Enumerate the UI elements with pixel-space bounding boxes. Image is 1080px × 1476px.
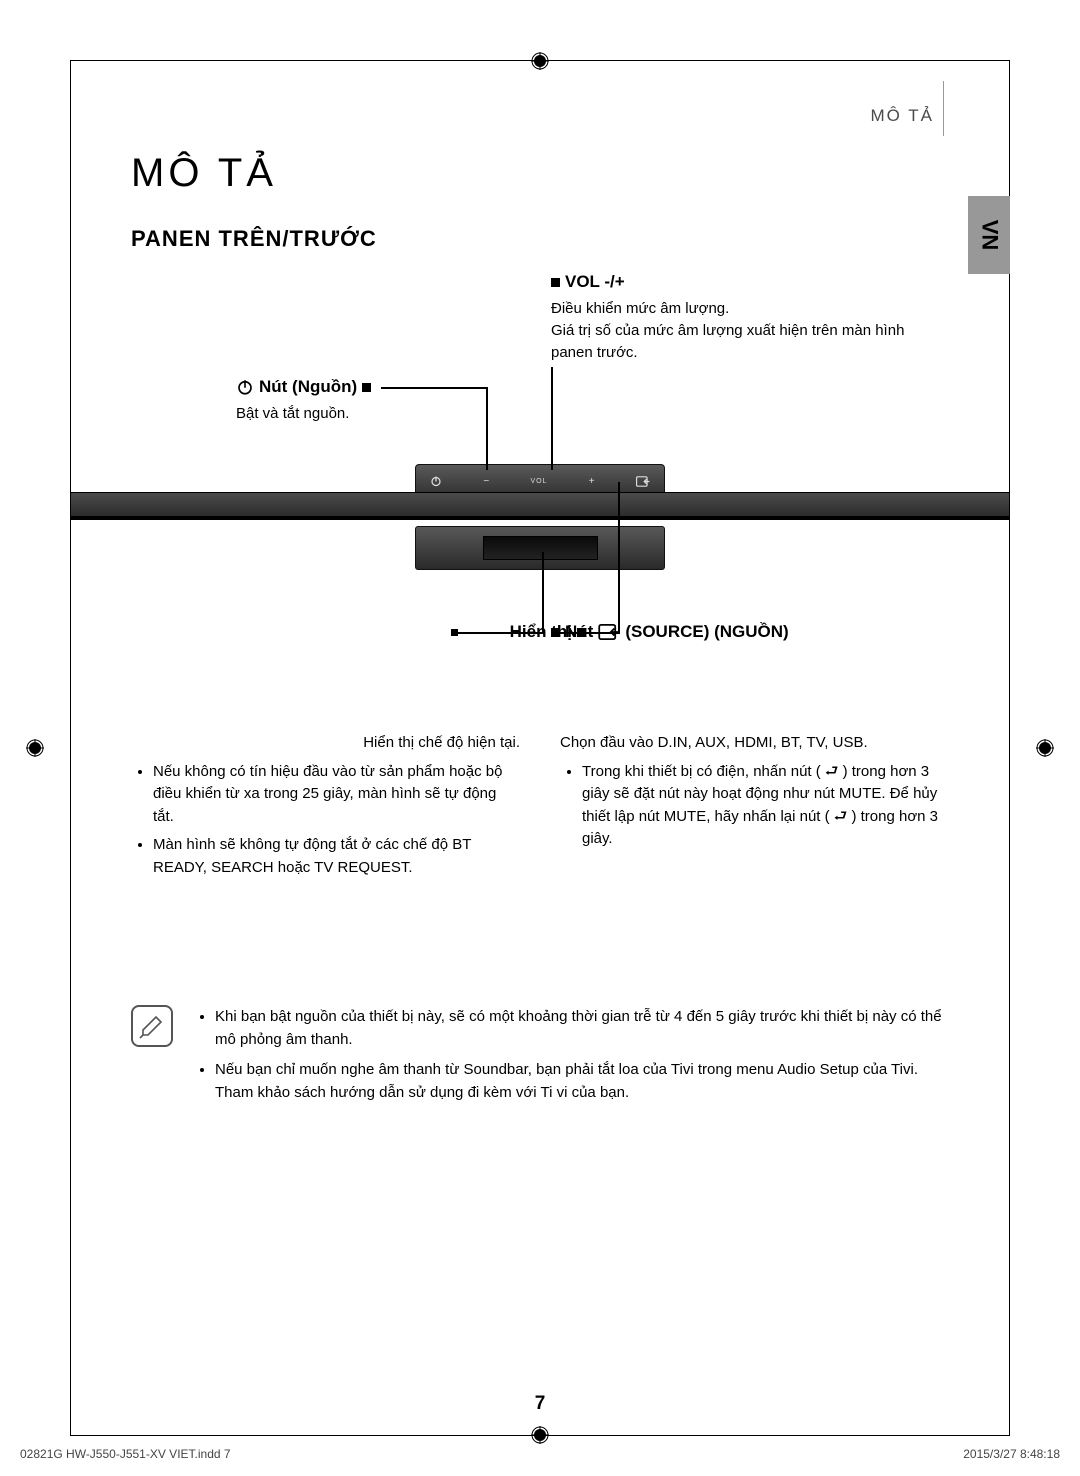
- language-tab-label: VN: [976, 220, 1002, 251]
- diagram-area: VOL -/+ Điều khiển mức âm lượng. Giá trị…: [131, 272, 949, 702]
- section-heading: PANEN TRÊN/TRƯỚC: [131, 226, 949, 252]
- leader-line: [381, 387, 486, 389]
- registration-mark-icon: [26, 739, 44, 757]
- source-icon: [636, 476, 650, 487]
- display-panel: [415, 526, 665, 570]
- note-item: Khi bạn bật nguồn của thiết bị này, sẽ c…: [215, 1005, 949, 1052]
- page-title: MÔ TẢ: [131, 151, 949, 196]
- bullet-square-icon: [551, 628, 560, 637]
- page-number: 7: [535, 1393, 546, 1415]
- display-bullet: Màn hình sẽ không tự động tắt ở các chế …: [153, 834, 520, 879]
- leader-line: [551, 367, 553, 470]
- footer-timestamp: 2015/3/27 8:48:18: [963, 1447, 1060, 1461]
- note-item: Nếu bạn chỉ muốn nghe âm thanh từ Soundb…: [215, 1058, 949, 1105]
- display-bullet: Nếu không có tín hiệu đầu vào từ sản phẩ…: [153, 761, 520, 829]
- vol-plus: +: [589, 476, 595, 487]
- power-icon: [430, 475, 442, 487]
- note-icon: [131, 1005, 173, 1047]
- leader-line: [618, 482, 620, 634]
- callout-source-title: Nút (SOURCE) (NGUỒN): [551, 622, 931, 648]
- pencil-note-icon: [138, 1012, 166, 1040]
- callout-vol: VOL -/+ Điều khiển mức âm lượng. Giá trị…: [551, 272, 931, 363]
- soundbar-edge: [71, 518, 1009, 520]
- registration-mark-icon: [531, 52, 549, 70]
- power-icon: [236, 378, 254, 396]
- bullet-square-icon: [551, 278, 560, 287]
- soundbar-top-face: [71, 492, 1009, 518]
- source-bullet: Trong khi thiết bị có điện, nhấn nút ( ⮐…: [582, 761, 949, 851]
- page-frame: MÔ TẢ VN MÔ TẢ PANEN TRÊN/TRƯỚC VOL -/+ …: [70, 60, 1010, 1436]
- body-columns: Hiển thị chế độ hiện tại. Nếu không có t…: [131, 732, 949, 885]
- registration-mark-icon: [1036, 739, 1054, 757]
- source-heading-suffix: (SOURCE) (NGUỒN): [625, 622, 788, 642]
- leader-line: [542, 552, 544, 632]
- vol-minus: −: [483, 476, 489, 487]
- registration-mark-icon: [531, 1426, 549, 1444]
- vol-label: VOL: [530, 478, 547, 485]
- source-heading-prefix: Nút: [565, 622, 593, 642]
- vol-text-2: Giá trị số của mức âm lượng xuất hiện tr…: [551, 320, 931, 364]
- vol-text-1: Điều khiển mức âm lượng.: [551, 298, 931, 320]
- power-text: Bật và tắt nguồn.: [236, 403, 536, 425]
- display-line1: Hiển thị chế độ hiện tại.: [131, 732, 520, 755]
- callout-display-title: Hiển thị: [276, 622, 586, 648]
- header-divider: [943, 81, 944, 136]
- callout-power: Nút (Nguồn) Bật và tắt nguồn.: [236, 377, 536, 425]
- language-tab: VN: [968, 196, 1010, 274]
- source-icon: [598, 624, 620, 640]
- bullet-square-icon: [362, 383, 371, 392]
- display-column: Hiển thị chế độ hiện tại. Nếu không có t…: [131, 732, 520, 885]
- power-heading: Nút (Nguồn): [259, 377, 357, 397]
- note-box: Khi bạn bật nguồn của thiết bị này, sẽ c…: [131, 1005, 949, 1110]
- display-screen: [483, 536, 598, 560]
- source-column: Chọn đầu vào D.IN, AUX, HDMI, BT, TV, US…: [560, 732, 949, 885]
- footer-filename: 02821G HW-J550-J551-XV VIET.indd 7: [20, 1447, 231, 1461]
- soundbar-illustration: − VOL +: [71, 452, 1009, 592]
- leader-line: [486, 387, 488, 470]
- header-section-label: MÔ TẢ: [870, 106, 934, 126]
- source-line1: Chọn đầu vào D.IN, AUX, HDMI, BT, TV, US…: [560, 732, 949, 755]
- vol-heading: VOL -/+: [565, 272, 625, 292]
